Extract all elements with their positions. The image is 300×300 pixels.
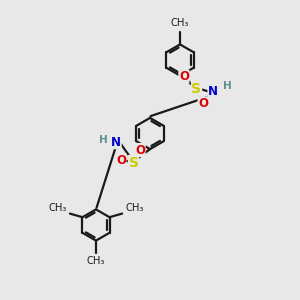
Text: H: H [99,135,108,145]
Text: CH₃: CH₃ [125,203,143,213]
Text: S: S [128,156,139,170]
Text: N: N [208,85,218,98]
Text: H: H [223,81,231,91]
Text: O: O [116,154,126,167]
Text: CH₃: CH₃ [49,203,67,213]
Text: S: S [191,82,202,96]
Text: O: O [135,143,145,157]
Text: N: N [111,136,121,149]
Text: CH₃: CH₃ [171,18,189,28]
Text: O: O [179,70,189,83]
Text: CH₃: CH₃ [87,256,105,266]
Text: O: O [198,97,208,110]
